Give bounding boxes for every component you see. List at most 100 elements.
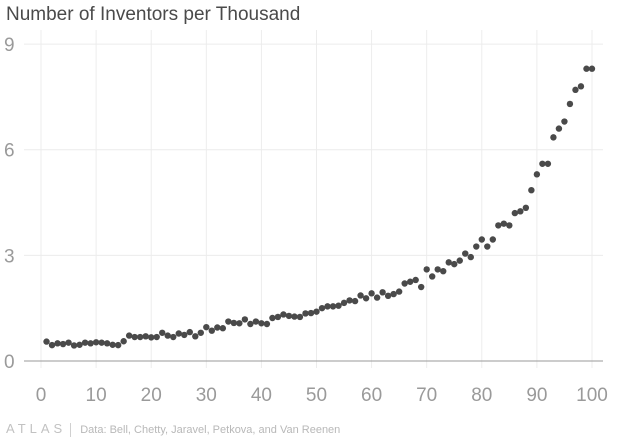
data-point <box>357 292 364 299</box>
data-point <box>555 125 563 132</box>
data-point <box>478 236 485 243</box>
data-point <box>346 297 353 304</box>
data-point <box>70 342 78 349</box>
data-point <box>192 333 199 340</box>
data-point <box>114 341 122 349</box>
data-point <box>125 332 133 339</box>
data-point <box>484 243 491 250</box>
data-point <box>362 295 370 302</box>
data-point <box>208 327 216 334</box>
data-point <box>351 297 359 305</box>
data-point <box>48 341 56 349</box>
data-point <box>203 323 210 331</box>
x-tick-label: 20 <box>141 385 162 406</box>
data-point <box>324 303 331 310</box>
data-point <box>384 292 392 300</box>
x-axis-ticks: 0 10 20 30 40 50 60 70 80 90 100 <box>36 385 608 406</box>
atlas-logo: ATLAS <box>6 421 67 436</box>
data-point <box>291 313 298 320</box>
data-point <box>87 340 94 347</box>
data-point <box>390 290 397 298</box>
data-point <box>528 186 535 194</box>
data-point <box>236 320 243 327</box>
data-point <box>285 312 293 320</box>
data-point <box>318 304 326 312</box>
data-point <box>533 171 541 178</box>
data-point <box>252 318 260 325</box>
data-point <box>395 288 403 295</box>
data-point <box>81 339 89 346</box>
y-axis-ticks: 0 3 6 9 <box>4 35 15 373</box>
y-tick-label: 3 <box>4 246 15 267</box>
data-point <box>247 320 254 328</box>
data-point <box>159 329 166 336</box>
data-point <box>225 318 232 325</box>
data-point <box>175 330 182 337</box>
data-point <box>566 100 574 108</box>
x-tick-label: 70 <box>416 385 437 406</box>
data-point <box>329 303 337 310</box>
data-point <box>467 253 474 261</box>
data-point <box>495 222 502 229</box>
data-point <box>131 333 138 341</box>
data-point <box>197 329 204 336</box>
data-point <box>103 340 111 347</box>
data-point <box>583 65 590 72</box>
chart-title: Number of Inventors per Thousand <box>6 4 301 25</box>
grid-lines <box>24 30 603 368</box>
data-point <box>544 160 552 167</box>
data-point <box>588 65 596 72</box>
data-point <box>313 308 320 315</box>
data-point <box>214 324 221 331</box>
x-tick-label: 100 <box>576 385 608 406</box>
x-tick-label: 40 <box>251 385 272 406</box>
data-point <box>263 320 271 328</box>
data-point <box>258 320 265 327</box>
data-point <box>148 334 155 341</box>
data-point <box>296 313 304 321</box>
data-point <box>539 160 546 167</box>
data-point <box>92 339 100 346</box>
data-point <box>280 311 287 318</box>
data-point <box>153 333 160 341</box>
data-point <box>120 338 127 345</box>
data-point <box>406 278 414 285</box>
data-point <box>462 250 469 257</box>
data-point <box>434 266 441 273</box>
data-point <box>142 333 149 340</box>
data-point <box>54 340 61 347</box>
data-point <box>429 273 436 280</box>
data-point <box>181 331 188 339</box>
data-point <box>136 333 144 341</box>
data-point <box>445 259 452 266</box>
data-point <box>43 338 50 345</box>
data-point <box>401 280 408 287</box>
data-point <box>417 283 425 291</box>
scatter-chart: 0 3 6 9 0 10 20 30 40 50 60 70 80 90 100 <box>4 30 608 406</box>
y-tick-label: 0 <box>4 352 15 373</box>
data-point <box>577 83 585 90</box>
y-tick-label: 9 <box>4 35 15 56</box>
data-point <box>506 222 513 229</box>
data-point <box>219 325 227 332</box>
data-point <box>302 310 309 317</box>
data-points <box>43 65 596 349</box>
chart-footer: ATLAS Data: Bell, Chetty, Jaravel, Petkov… <box>6 421 341 438</box>
data-point <box>59 340 67 348</box>
data-point <box>164 332 171 339</box>
data-point <box>440 267 447 275</box>
source-note: Data: Bell, Chetty, Jaravel, Petkova, an… <box>80 424 341 436</box>
footer-divider <box>70 423 72 438</box>
data-point <box>373 294 381 301</box>
data-point <box>65 339 72 346</box>
x-tick-label: 60 <box>361 385 382 406</box>
data-point <box>307 309 315 317</box>
data-point <box>186 328 193 336</box>
data-point <box>517 208 524 215</box>
x-tick-label: 80 <box>471 385 492 406</box>
data-point <box>241 316 249 323</box>
data-point <box>76 341 83 348</box>
data-point <box>109 341 116 348</box>
data-point <box>451 260 458 268</box>
data-point <box>473 243 480 250</box>
